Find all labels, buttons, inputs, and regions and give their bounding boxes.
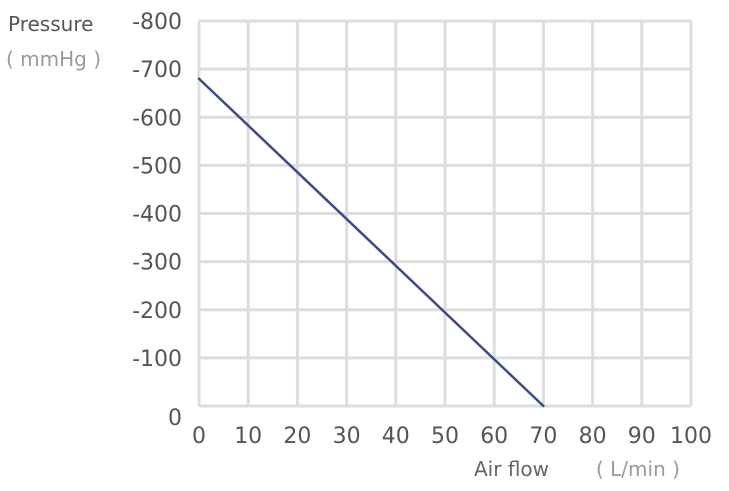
x-tick-labels: 0 10 20 30 40 50 60 70 80 90 100: [192, 424, 712, 449]
grid-horizontal-lines: [199, 19, 691, 408]
y-tick-label: -100: [132, 347, 182, 372]
y-tick-label: -700: [132, 58, 182, 83]
y-tick-label: -800: [132, 10, 182, 35]
series-line-0: [197, 77, 545, 408]
y-tick-label: -600: [132, 106, 182, 131]
x-tick-label: 80: [579, 424, 607, 449]
x-axis-unit: ( L/min ): [596, 457, 680, 481]
x-tick-label: 50: [431, 424, 459, 449]
y-tick-label: -400: [132, 203, 182, 228]
x-tick-label: 90: [628, 424, 656, 449]
y-tick-label: 0: [168, 406, 182, 431]
y-tick-label: -500: [132, 154, 182, 179]
x-tick-label: 100: [670, 424, 712, 449]
y-tick-label: -300: [132, 251, 182, 276]
x-tick-label: 40: [382, 424, 410, 449]
x-tick-label: 20: [283, 424, 311, 449]
x-axis-label: Air flow: [474, 457, 549, 481]
y-tick-labels: 0 -100 -200 -300 -400 -500 -600 -700 -800: [132, 10, 182, 431]
x-tick-label: 0: [192, 424, 206, 449]
x-tick-label: 10: [234, 424, 262, 449]
x-tick-label: 30: [333, 424, 361, 449]
y-tick-label: -200: [132, 299, 182, 324]
x-tick-label: 60: [480, 424, 508, 449]
y-axis-label: Pressure: [8, 12, 93, 36]
y-axis-unit: ( mmHg ): [6, 47, 101, 71]
series-layer: [197, 77, 545, 408]
x-tick-label: 70: [529, 424, 557, 449]
